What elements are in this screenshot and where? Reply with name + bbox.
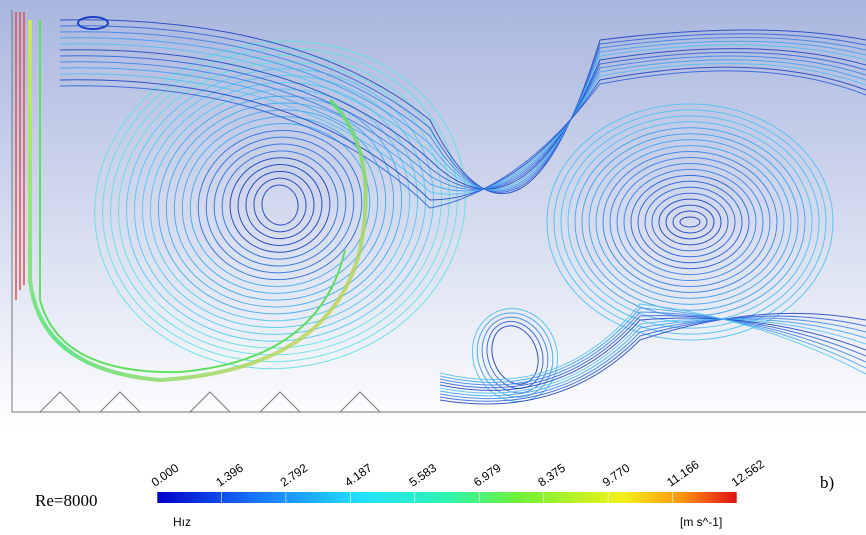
streamline [602,151,778,293]
streamline [439,318,866,394]
streamline [197,129,363,281]
streamline [546,103,834,341]
streamline [237,164,323,246]
streamline [658,198,722,246]
streamline [157,95,403,315]
streamline [637,180,743,264]
streamline [149,88,411,322]
streamline [253,177,307,233]
colorbar-tick-label: 1.396 [213,461,246,490]
streamline [205,136,355,274]
streamline [439,307,866,383]
colorbar-tick-label: 2.792 [278,461,311,490]
streamline [439,303,866,381]
colorbar-tick-label: 12.562 [729,457,767,490]
streamline [595,145,785,299]
streamline [59,66,866,201]
bottom-ribs [39,391,381,413]
colorbar-unit: [m s^-1] [680,515,722,529]
streamline [609,157,771,287]
streamline [553,109,827,335]
streamline [59,25,866,193]
streamline [439,317,866,391]
streamline [77,16,109,30]
streamline [679,216,701,228]
jet-stream [39,20,346,374]
streamline [471,308,559,402]
streamline [261,184,299,226]
colorbar-tick-label: 5.583 [406,461,439,490]
streamline [491,325,539,385]
streamline [165,102,395,308]
streamline [439,315,866,389]
streamline [59,48,866,190]
streamline [110,54,450,356]
panel-label: b) [820,473,834,492]
domain-background [0,0,866,430]
streamline [439,315,866,402]
colorbar-tick-label: 0.000 [149,461,182,490]
streamline [439,312,866,405]
streamline [560,115,820,329]
streamline [476,312,554,398]
streamline [581,133,799,311]
streamline [189,123,371,287]
streamline [102,47,458,363]
streamline [630,174,750,270]
streamline [59,31,866,192]
streamline [672,210,708,234]
colorbar-tick-label: 4.187 [342,461,375,490]
streamline [118,61,442,349]
jet-stream [28,20,368,383]
streamline [245,170,315,240]
streamline [588,139,792,305]
streamline [94,40,466,370]
streamline [141,81,419,329]
streamline [213,143,347,267]
streamline [623,168,757,276]
streamline [616,162,764,282]
colorbar-title: Hız [173,515,191,529]
streamline [644,186,736,258]
streamline [59,37,866,191]
streamline [59,55,866,190]
streamline [651,192,729,252]
colorbar-tick-label: 11.166 [664,457,702,489]
streamline [59,19,866,195]
streamline [229,157,331,253]
streamline [481,316,549,394]
streamline [439,317,866,400]
streamline [59,43,866,190]
streamline [439,318,866,397]
streamline [59,59,866,192]
colorbar-tick-label: 8.375 [535,461,568,490]
inlet-jet [15,12,25,300]
streamline [59,62,866,195]
streamline [133,75,427,335]
colorbar-tick-label: 6.979 [471,461,504,490]
streamline [221,150,339,260]
reynolds-label: Re=8000 [35,491,97,510]
colorbar-tick-label: 9.770 [600,461,633,490]
streamline [59,70,866,209]
streamline [181,116,379,294]
streamline [439,311,866,386]
domain-border [11,10,866,413]
streamline [59,51,866,190]
colorbar [157,492,737,503]
streamline [665,204,715,240]
streamlines [59,16,866,405]
